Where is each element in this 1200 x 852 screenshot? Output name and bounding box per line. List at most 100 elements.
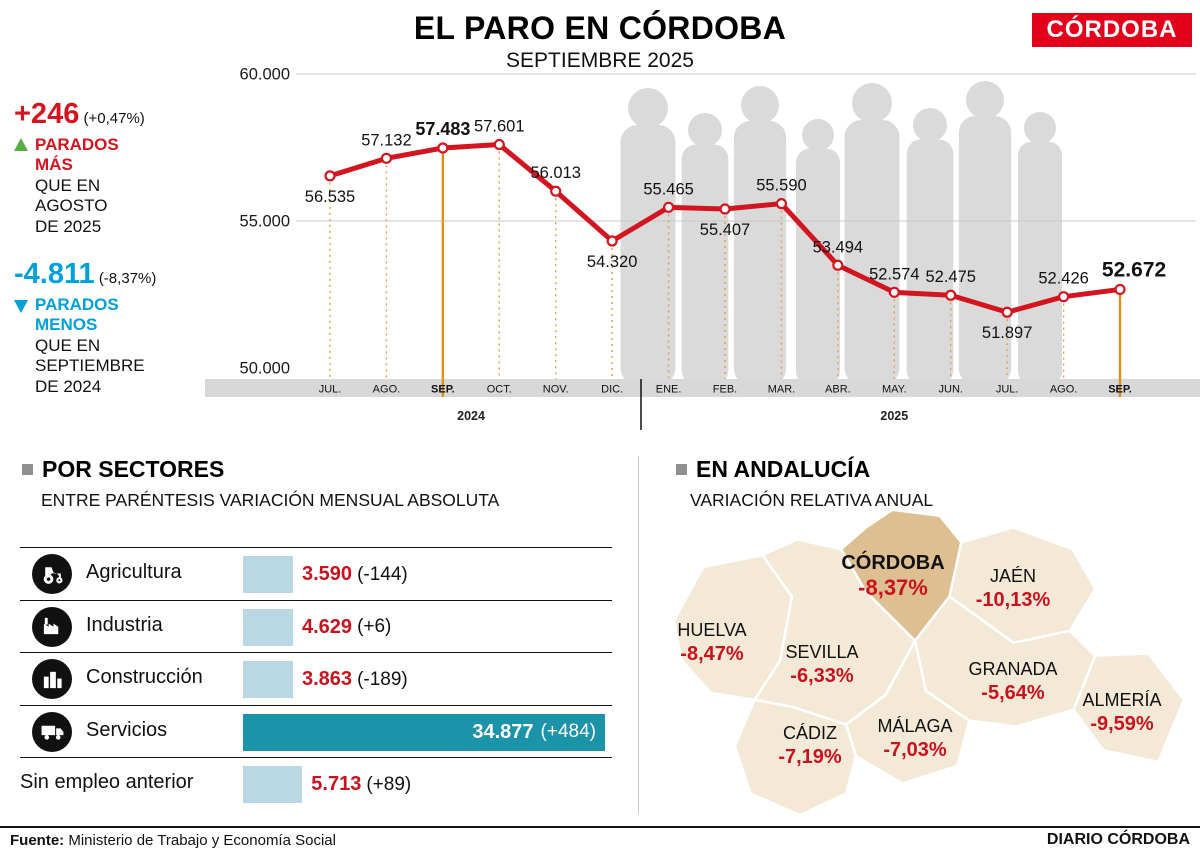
- sector-value: 4.629: [302, 615, 353, 638]
- data-point-marker: [550, 185, 562, 197]
- buildings-icon: [32, 659, 72, 700]
- panel-divider: [638, 456, 639, 814]
- source-label: Fuente:: [10, 831, 65, 849]
- data-point-marker: [437, 142, 449, 154]
- province-pct: -7,03%: [883, 738, 947, 761]
- y-axis-label: 50.000: [240, 360, 290, 378]
- province-pct: -10,13%: [975, 588, 1051, 611]
- map-province-almeria: [1072, 652, 1186, 764]
- data-point-label: 52.574: [869, 265, 919, 283]
- province-pct: -7,19%: [778, 745, 842, 768]
- sectors-section-subtitle: ENTRE PARÉNTESIS VARIACIÓN MENSUAL ABSOL…: [41, 490, 500, 510]
- year-label: 2025: [880, 409, 908, 423]
- data-point-label: 52.672: [1102, 258, 1166, 281]
- andalucia-section-title: EN ANDALUCÍA: [676, 456, 870, 483]
- province-pct: -5,64%: [981, 681, 1045, 704]
- down-arrow-icon: [14, 300, 28, 313]
- province-label-huelva: HUELVA -8,47%: [677, 620, 746, 666]
- data-point-marker: [945, 289, 957, 301]
- province-label-cordoba: CÓRDOBA -8,37%: [841, 551, 944, 601]
- x-axis-month: AGO.: [1050, 384, 1078, 396]
- monthly-change-pct: (+0,47%): [83, 110, 145, 127]
- sector-value: 34.877: [472, 720, 534, 743]
- x-axis-band: [205, 379, 1200, 397]
- bullet-square-icon: [676, 464, 687, 475]
- header: EL PARO EN CÓRDOBA SEPTIEMBRE 2025: [0, 10, 1200, 73]
- person-silhouette-icon: [620, 88, 676, 385]
- year-label: 2024: [457, 409, 485, 423]
- data-point-marker: [1057, 291, 1070, 303]
- bullet-square-icon: [22, 464, 33, 475]
- andalucia-title-text: EN ANDALUCÍA: [696, 456, 871, 482]
- tractor-icon: [32, 554, 72, 594]
- sector-label: Industria: [86, 613, 163, 636]
- page-subtitle: SEPTIEMBRE 2025: [506, 49, 694, 72]
- province-pct: -6,33%: [790, 664, 854, 687]
- province-label-jaen: JAÉN -10,13%: [976, 566, 1051, 612]
- x-axis-month: JUL.: [996, 384, 1019, 396]
- x-axis-month: JUN.: [939, 384, 963, 396]
- data-point-marker: [1114, 283, 1126, 296]
- data-point-marker: [380, 152, 393, 164]
- province-name: CÁDIZ: [783, 723, 837, 743]
- province-label-granada: GRANADA -5,64%: [968, 659, 1057, 705]
- province-label-almeria: ALMERÍA -9,59%: [1082, 690, 1161, 736]
- up-arrow-icon: [14, 138, 28, 151]
- data-point-label: 55.590: [756, 177, 806, 195]
- province-name: CÓRDOBA: [841, 552, 945, 574]
- sector-bar: 34.877 (+484): [243, 713, 605, 751]
- x-axis-month: SEP.: [431, 384, 455, 396]
- person-silhouette-icon: [681, 113, 729, 385]
- sector-label: Sin empleo anterior: [20, 771, 194, 794]
- province-name: MÁLAGA: [877, 716, 953, 736]
- x-axis-month: DIC.: [601, 384, 623, 396]
- province-pct: -8,37%: [858, 575, 928, 600]
- province-name: SEVILLA: [785, 642, 859, 662]
- x-axis-month: ENE.: [656, 384, 682, 396]
- data-point-label: 51.897: [982, 324, 1032, 342]
- province-name: ALMERÍA: [1082, 690, 1162, 710]
- data-point-label: 54.320: [587, 253, 637, 271]
- province-name: HUELVA: [677, 620, 747, 640]
- province-name: GRANADA: [968, 659, 1058, 679]
- andalucia-map: [672, 508, 1186, 817]
- person-silhouette-icon: [844, 83, 900, 385]
- data-point-label: 57.132: [361, 131, 411, 149]
- sectors-table: Agricultura 3.590 (-144) Industria 4.629 (+6)…: [20, 547, 612, 810]
- data-point-marker: [1001, 306, 1013, 318]
- province-label-sevilla: SEVILLA -6,33%: [785, 642, 858, 688]
- x-axis-month: SEP.: [1108, 384, 1132, 396]
- sector-bar: [243, 766, 303, 804]
- data-point-marker: [493, 138, 505, 151]
- person-silhouette-icon: [906, 108, 954, 385]
- person-silhouette-icon: [1018, 112, 1062, 385]
- x-axis-month: NOV.: [543, 384, 569, 396]
- sector-row: Sin empleo anterior 5.713 (+89): [20, 757, 612, 810]
- cordoba-logo: CÓRDOBA: [1032, 13, 1192, 47]
- person-silhouette-icon: [958, 81, 1012, 386]
- x-axis-month: AGO.: [373, 384, 401, 396]
- monthly-change-value: +246: [14, 98, 80, 130]
- sector-delta: (+6): [357, 616, 392, 638]
- map-province-malaga: [844, 639, 971, 785]
- monthly-change-stat: +246 (+0,47%) PARADOS MÁS QUE EN AGOSTO …: [14, 98, 209, 237]
- sector-bar: [243, 608, 293, 646]
- sector-bar: [243, 661, 293, 699]
- sector-delta: (+89): [366, 773, 412, 795]
- data-point-marker: [606, 235, 618, 247]
- sectors-section-title: POR SECTORES: [22, 456, 224, 483]
- province-pct: -8,47%: [680, 642, 744, 665]
- sector-bar: [243, 556, 293, 593]
- person-silhouette-icon: [796, 119, 840, 385]
- y-axis-label: 55.000: [240, 213, 290, 231]
- yearly-change-label: PARADOS MENOS: [35, 295, 119, 334]
- monthly-change-sub: QUE EN AGOSTO DE 2025: [35, 176, 108, 236]
- x-axis-month: OCT.: [487, 384, 512, 396]
- andalucia-section-subtitle: VARIACIÓN RELATIVA ANUAL: [690, 490, 934, 510]
- data-point-label: 56.535: [305, 188, 355, 206]
- sector-label: Servicios: [86, 718, 168, 741]
- data-point-marker: [832, 259, 844, 271]
- sector-row: Industria 4.629 (+6): [20, 599, 612, 653]
